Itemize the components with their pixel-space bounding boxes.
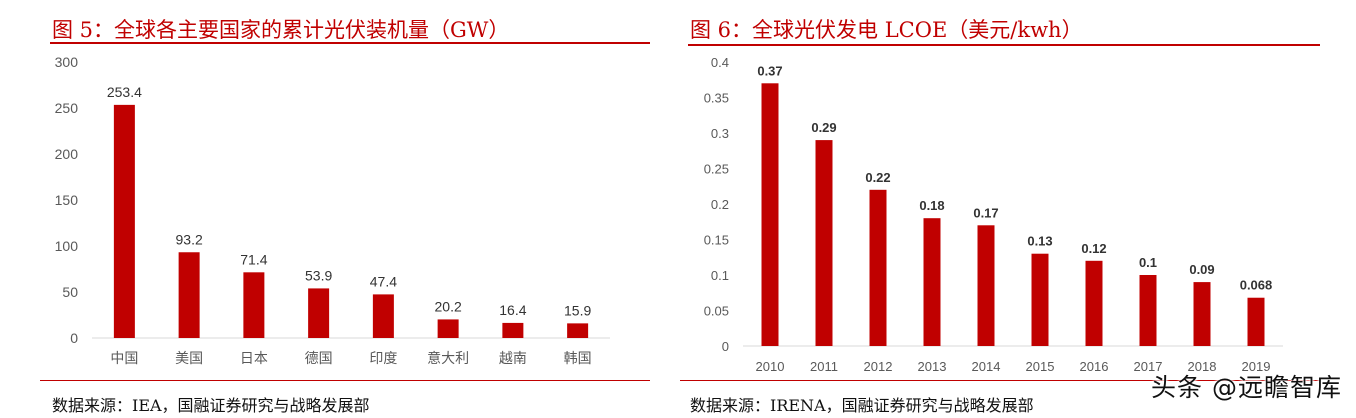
y-tick-label: 0.15	[704, 233, 729, 248]
left-chart-title: 图 5：全球各主要国家的累计光伏装机量（GW）	[52, 18, 510, 42]
bar-value-label: 0.1	[1139, 255, 1157, 270]
bar	[308, 288, 330, 338]
y-tick-label: 0.1	[711, 268, 729, 283]
bar-value-label: 53.9	[305, 267, 332, 283]
right-title-rule	[688, 44, 1320, 46]
left-title-rule	[50, 42, 650, 44]
bar-value-label: 0.09	[1189, 262, 1214, 277]
y-tick-label: 0.25	[704, 162, 729, 177]
x-tick-label: 2014	[972, 359, 1001, 374]
toutiao-watermark: 头条 @远瞻智库	[1151, 373, 1342, 402]
x-tick-label: 德国	[305, 350, 333, 366]
left-source-rule	[40, 380, 650, 381]
y-tick-label: 0.4	[711, 55, 729, 70]
bar	[761, 83, 779, 347]
bar-value-label: 0.29	[811, 120, 836, 135]
bar-value-label: 93.2	[176, 231, 203, 247]
x-tick-label: 2012	[864, 359, 893, 374]
x-tick-label: 2017	[1134, 359, 1163, 374]
bar	[815, 140, 833, 346]
x-tick-label: 2011	[810, 359, 838, 374]
y-tick-label: 200	[55, 146, 79, 162]
bar	[1085, 260, 1103, 346]
bar	[113, 104, 135, 338]
bar	[1139, 275, 1157, 346]
bar-value-label: 0.37	[757, 63, 782, 78]
bar-value-label: 0.22	[865, 170, 890, 185]
y-tick-label: 0	[70, 330, 78, 346]
bar-value-label: 0.18	[919, 198, 944, 213]
bar	[372, 294, 394, 338]
bar	[1031, 253, 1049, 346]
bar	[1247, 297, 1265, 346]
y-tick-label: 0.35	[704, 91, 729, 106]
bar-value-label: 0.17	[973, 205, 998, 220]
y-tick-label: 0.2	[711, 197, 729, 212]
y-tick-label: 0.3	[711, 126, 729, 141]
bar	[178, 252, 200, 338]
left-chart-panel: 图 5：全球各主要国家的累计光伏装机量（GW） 0 50 100 150 200 250 3…	[0, 0, 655, 418]
bar	[502, 322, 524, 338]
bar-value-label: 15.9	[564, 302, 591, 318]
y-tick-label: 0.05	[704, 304, 729, 319]
bar	[567, 323, 589, 338]
bar	[923, 218, 941, 346]
lcoe-bar-chart: 0 0.05 0.1 0.15 0.2 0.25 0.3 0.35 0.4 0.37 2010 0.2…	[704, 55, 1283, 374]
bar-value-label: 0.12	[1081, 241, 1106, 256]
bar-value-label: 0.13	[1027, 234, 1052, 249]
bar	[977, 225, 995, 346]
x-tick-label: 美国	[175, 350, 203, 366]
right-chart-title: 图 6：全球光伏发电 LCOE（美元/kwh）	[690, 18, 1083, 42]
bar	[1193, 282, 1211, 346]
right-source-rule	[680, 380, 1320, 381]
right-chart-source: 数据来源：IRENA，国融证券研究与战略发展部	[690, 396, 1034, 415]
x-tick-label: 日本	[240, 350, 268, 366]
x-tick-label: 意大利	[427, 350, 469, 366]
x-tick-label: 2018	[1188, 359, 1217, 374]
bar-value-label: 16.4	[499, 302, 526, 318]
x-tick-label: 印度	[369, 350, 397, 366]
left-chart-source: 数据来源：IEA，国融证券研究与战略发展部	[52, 396, 370, 415]
y-tick-label: 150	[55, 192, 79, 208]
x-tick-label: 韩国	[564, 350, 592, 366]
bar-value-label: 253.4	[107, 84, 142, 100]
x-tick-label: 2015	[1026, 359, 1055, 374]
y-tick-label: 100	[55, 238, 79, 254]
right-chart-panel: 图 6：全球光伏发电 LCOE（美元/kwh） 0 0.05 0.1 0.15 0.2 0…	[680, 0, 1356, 418]
x-tick-label: 2010	[756, 359, 785, 374]
x-tick-label: 2016	[1080, 359, 1109, 374]
x-tick-label: 中国	[110, 350, 138, 366]
y-tick-label: 250	[55, 100, 79, 116]
x-tick-label: 2019	[1242, 359, 1271, 374]
y-tick-label: 0	[722, 339, 729, 354]
bar-value-label: 71.4	[240, 251, 267, 267]
bar	[869, 189, 887, 346]
bar-value-label: 47.4	[370, 273, 397, 289]
bar	[243, 272, 265, 338]
x-tick-label: 越南	[499, 350, 527, 366]
x-tick-label: 2013	[918, 359, 947, 374]
bar-value-label: 0.068	[1240, 278, 1273, 293]
y-tick-label: 300	[55, 54, 79, 70]
y-tick-label: 50	[62, 284, 78, 300]
bar-value-label: 20.2	[435, 298, 462, 314]
bar	[437, 319, 459, 338]
installed-capacity-bar-chart: 0 50 100 150 200 250 300 253.4 中国 93.2 美国 71.4 日本 53.…	[55, 54, 610, 366]
